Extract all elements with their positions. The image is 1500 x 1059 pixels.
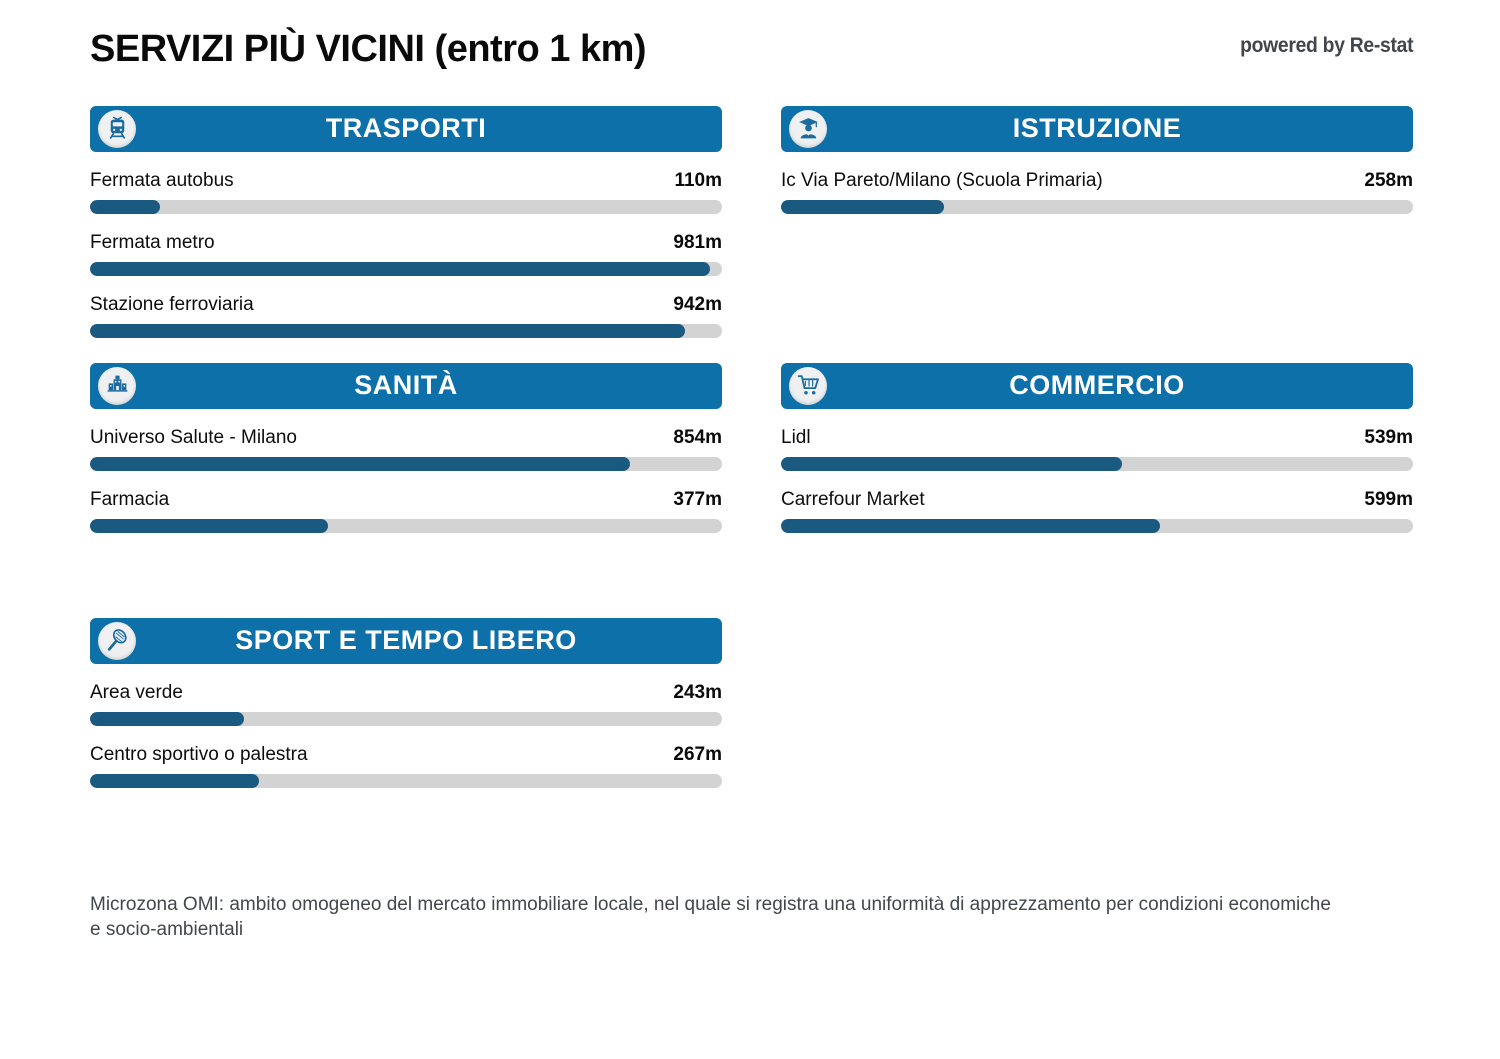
service-row: Farmacia 377m: [90, 487, 722, 533]
distance-bar-track: [781, 456, 1413, 471]
distance-bar-fill: [90, 711, 244, 726]
section-trasporti: TRASPORTI Fermata autobus 110m Fermata m…: [90, 105, 722, 338]
service-distance: 267m: [673, 743, 722, 765]
service-label: Farmacia: [90, 488, 170, 510]
distance-bar-fill: [90, 261, 710, 276]
service-row: Fermata metro 981m: [90, 230, 722, 276]
distance-bar-track: [90, 261, 722, 276]
service-label: Lidl: [781, 426, 811, 448]
powered-by-label: powered by Re-stat: [1239, 34, 1414, 57]
service-row: Carrefour Market 599m: [781, 487, 1413, 533]
service-label: Carrefour Market: [781, 488, 925, 510]
section-header: SPORT E TEMPO LIBERO: [90, 617, 722, 664]
student-icon: [789, 109, 827, 148]
section-title: ISTRUZIONE: [1012, 113, 1182, 144]
distance-bar-track: [90, 773, 722, 788]
shopping-cart-icon: [789, 366, 827, 405]
top-bar: SERVIZI PIÙ VICINI (entro 1 km) powered …: [90, 28, 1413, 72]
service-label: Fermata metro: [90, 231, 215, 253]
service-row: Stazione ferroviaria 942m: [90, 292, 722, 338]
distance-bar-track: [781, 199, 1413, 214]
distance-bar-fill: [90, 199, 160, 214]
section-header: COMMERCIO: [781, 362, 1413, 409]
train-icon: [98, 109, 136, 148]
service-row: Universo Salute - Milano 854m: [90, 425, 722, 471]
service-label: Centro sportivo o palestra: [90, 743, 308, 765]
sections-grid: TRASPORTI Fermata autobus 110m Fermata m…: [90, 105, 1413, 788]
distance-bar-track: [781, 518, 1413, 533]
section-title: TRASPORTI: [325, 113, 487, 144]
distance-bar-fill: [90, 773, 259, 788]
service-row: Lidl 539m: [781, 425, 1413, 471]
hospital-icon: [98, 366, 136, 405]
section-commercio: COMMERCIO Lidl 539m Carrefour Market 599…: [781, 362, 1413, 533]
service-distance: 942m: [673, 293, 722, 315]
distance-bar-fill: [781, 199, 945, 214]
distance-bar-track: [90, 711, 722, 726]
service-label: Fermata autobus: [90, 169, 234, 191]
service-label: Ic Via Pareto/Milano (Scuola Primaria): [781, 169, 1103, 191]
report-page: SERVIZI PIÙ VICINI (entro 1 km) powered …: [90, 28, 1413, 941]
section-title: SPORT E TEMPO LIBERO: [235, 625, 577, 656]
distance-bar-track: [90, 323, 722, 338]
service-distance: 854m: [673, 426, 722, 448]
section-header: TRASPORTI: [90, 105, 722, 152]
service-distance: 110m: [674, 169, 722, 191]
section-title: COMMERCIO: [1009, 370, 1185, 401]
service-row: Area verde 243m: [90, 680, 722, 726]
distance-bar-track: [90, 518, 722, 533]
service-distance: 599m: [1364, 488, 1413, 510]
service-label: Area verde: [90, 681, 183, 703]
service-distance: 981m: [673, 231, 722, 253]
section-header: ISTRUZIONE: [781, 105, 1413, 152]
tennis-racket-icon: [98, 621, 136, 660]
section-sport-tempo-libero: SPORT E TEMPO LIBERO Area verde 243m Cen…: [90, 617, 722, 788]
service-distance: 377m: [673, 488, 722, 510]
service-distance: 539m: [1364, 426, 1413, 448]
distance-bar-track: [90, 199, 722, 214]
service-row: Fermata autobus 110m: [90, 168, 722, 214]
service-row: Centro sportivo o palestra 267m: [90, 742, 722, 788]
omi-footnote: Microzona OMI: ambito omogeneo del merca…: [90, 893, 1331, 941]
distance-bar-fill: [781, 456, 1122, 471]
service-label: Stazione ferroviaria: [90, 293, 254, 315]
distance-bar-fill: [781, 518, 1160, 533]
section-header: SANITÀ: [90, 362, 722, 409]
service-row: Ic Via Pareto/Milano (Scuola Primaria) 2…: [781, 168, 1413, 214]
service-label: Universo Salute - Milano: [90, 426, 297, 448]
distance-bar-fill: [90, 518, 329, 533]
page-title: SERVIZI PIÙ VICINI (entro 1 km): [90, 28, 647, 70]
service-distance: 243m: [673, 681, 722, 703]
service-distance: 258m: [1364, 169, 1413, 191]
distance-bar-fill: [90, 456, 630, 471]
section-istruzione: ISTRUZIONE Ic Via Pareto/Milano (Scuola …: [781, 105, 1413, 214]
distance-bar-track: [90, 456, 722, 471]
section-sanita: SANITÀ Universo Salute - Milano 854m Far…: [90, 362, 722, 533]
distance-bar-fill: [90, 323, 686, 338]
section-title: SANITÀ: [354, 370, 458, 401]
